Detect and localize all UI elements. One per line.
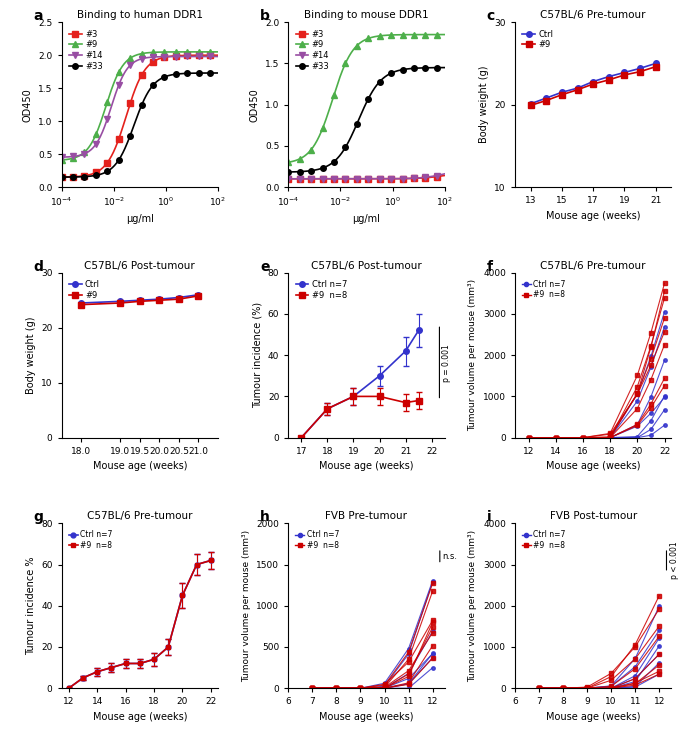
X-axis label: Mouse age (weeks): Mouse age (weeks): [92, 461, 187, 471]
X-axis label: Mouse age (weeks): Mouse age (weeks): [319, 461, 414, 471]
Y-axis label: Tumour volume per mouse (mm³): Tumour volume per mouse (mm³): [469, 530, 477, 682]
Title: C57BL/6 Pre-tumour: C57BL/6 Pre-tumour: [540, 260, 646, 271]
Y-axis label: Tumour incidence %: Tumour incidence %: [25, 556, 36, 655]
Legend: Ctrl n=7, #9  n=8: Ctrl n=7, #9 n=8: [66, 527, 115, 553]
X-axis label: Mouse age (weeks): Mouse age (weeks): [319, 712, 414, 722]
Text: f: f: [487, 260, 493, 274]
Y-axis label: Body weight (g): Body weight (g): [25, 317, 36, 394]
Text: b: b: [260, 9, 270, 23]
Y-axis label: Tumour volume per mouse (mm³): Tumour volume per mouse (mm³): [242, 530, 251, 682]
Text: g: g: [34, 510, 43, 524]
Title: FVB Pre-tumour: FVB Pre-tumour: [325, 511, 408, 521]
Title: C57BL/6 Post-tumour: C57BL/6 Post-tumour: [311, 260, 422, 271]
Title: C57BL/6 Pre-tumour: C57BL/6 Pre-tumour: [87, 511, 192, 521]
Text: p < 0.001: p < 0.001: [670, 542, 679, 579]
Text: d: d: [34, 260, 43, 274]
Y-axis label: Tumour incidence (%): Tumour incidence (%): [252, 302, 262, 408]
Title: FVB Post-tumour: FVB Post-tumour: [549, 511, 637, 521]
Title: Binding to human DDR1: Binding to human DDR1: [77, 10, 203, 20]
Text: i: i: [487, 510, 491, 524]
X-axis label: Mouse age (weeks): Mouse age (weeks): [92, 712, 187, 722]
Text: e: e: [260, 260, 270, 274]
Title: C57BL/6 Post-tumour: C57BL/6 Post-tumour: [84, 260, 195, 271]
Text: c: c: [487, 9, 495, 23]
Legend: Ctrl, #9: Ctrl, #9: [519, 27, 557, 53]
Text: n.s.: n.s.: [443, 552, 457, 561]
Legend: Ctrl n=7, #9  n=8: Ctrl n=7, #9 n=8: [519, 527, 569, 553]
Legend: Ctrl, #9: Ctrl, #9: [66, 277, 103, 303]
Text: p = 0.001: p = 0.001: [442, 345, 451, 383]
X-axis label: Mouse age (weeks): Mouse age (weeks): [546, 712, 640, 722]
Title: Binding to mouse DDR1: Binding to mouse DDR1: [304, 10, 429, 20]
Y-axis label: Tumour volume per mouse (mm³): Tumour volume per mouse (mm³): [469, 279, 477, 431]
Text: a: a: [34, 9, 43, 23]
X-axis label: Mouse age (weeks): Mouse age (weeks): [546, 461, 640, 471]
X-axis label: μg/ml: μg/ml: [126, 214, 153, 224]
Y-axis label: Body weight (g): Body weight (g): [479, 66, 489, 144]
Legend: #3, #9, #14, #33: #3, #9, #14, #33: [66, 27, 106, 74]
Text: h: h: [260, 510, 270, 524]
Legend: Ctrl n=7, #9  n=8: Ctrl n=7, #9 n=8: [292, 277, 350, 303]
Y-axis label: OD450: OD450: [23, 88, 33, 121]
Legend: Ctrl n=7, #9  n=8: Ctrl n=7, #9 n=8: [292, 527, 342, 553]
X-axis label: Mouse age (weeks): Mouse age (weeks): [546, 211, 640, 221]
Legend: #3, #9, #14, #33: #3, #9, #14, #33: [292, 27, 333, 74]
Legend: Ctrl n=7, #9  n=8: Ctrl n=7, #9 n=8: [519, 277, 569, 302]
Title: C57BL/6 Pre-tumour: C57BL/6 Pre-tumour: [540, 10, 646, 20]
Y-axis label: OD450: OD450: [249, 88, 260, 121]
X-axis label: μg/ml: μg/ml: [353, 214, 380, 224]
